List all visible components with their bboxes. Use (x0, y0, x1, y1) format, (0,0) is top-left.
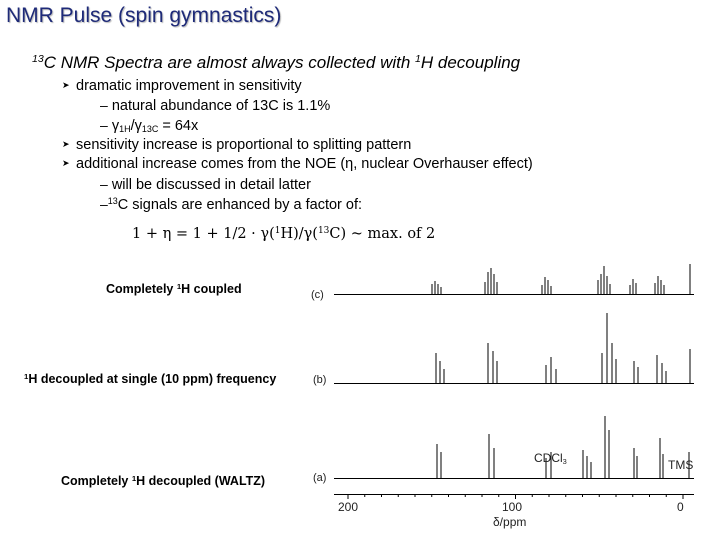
c13-superscript: 13 (107, 196, 118, 207)
equation-lhs: 1 + η = 1 + 1/2 · γ( (132, 226, 275, 242)
heading-text: NMR Spectra are almost always collected … (56, 53, 416, 72)
sub-bullet-detail: – will be discussed in detail latter (100, 176, 311, 193)
tms-label: TMS (668, 458, 694, 472)
bullet-splitting: ➤ sensitivity increase is proportional to… (62, 137, 411, 153)
equation-sup-13: 13 (317, 226, 330, 237)
dash-bullet-icon: – (100, 117, 108, 133)
heading-c-superscript: 13 (32, 53, 44, 66)
cdcl3-text: CDCl (534, 451, 563, 465)
label-completely-coupled: Completely 1H coupled (106, 282, 242, 296)
label-post: H decoupled at single (10 ppm) frequency (28, 372, 277, 386)
dash-bullet-icon: – (100, 196, 108, 212)
bullet-noe: ➤ additional increase comes from the NOE … (62, 156, 533, 172)
label-post: H decoupled (WALTZ) (136, 474, 266, 488)
bullet-sensitivity: ➤ dramatic improvement in sensitivity (62, 78, 302, 94)
heading-tail: H decoupling (420, 53, 521, 72)
label-single-frequency: 1H decoupled at single (10 ppm) frequenc… (24, 372, 276, 386)
arrow-bullet-icon: ➤ (62, 139, 70, 149)
bullet-text: sensitivity increase is proportional to … (76, 137, 412, 153)
sub-bullet-text: C signals are enhanced by a factor of: (117, 197, 363, 213)
trace-c (334, 264, 694, 295)
label-post: H coupled (181, 282, 242, 296)
ratio-value: = 64x (158, 118, 199, 134)
trace-a-label: (a) (313, 472, 327, 484)
sub-bullet-text: will be discussed in detail latter (111, 177, 311, 193)
arrow-bullet-icon: ➤ (62, 80, 70, 90)
axis-label-ppm: δ/ppm (493, 515, 527, 529)
sub-bullet-text: natural abundance of 13C is 1.1% (111, 98, 331, 114)
label-pre: Completely (61, 474, 132, 488)
tick-label-100: 100 (502, 500, 523, 514)
dash-bullet-icon: – (100, 176, 108, 192)
heading-nucleus: C (43, 53, 56, 72)
label-pre: Completely (106, 282, 177, 296)
trace-a (334, 416, 694, 479)
trace-b (334, 313, 694, 384)
cdcl3-label: CDCl3 (534, 451, 567, 465)
sub-bullet-gamma-ratio: – γ1H/γ13C = 64x (100, 117, 198, 134)
arrow-bullet-icon: ➤ (62, 158, 70, 168)
equation-mid: H)/γ( (280, 226, 318, 242)
trace-b-label: (b) (313, 374, 327, 386)
cdcl3-subscript: 3 (562, 456, 567, 466)
sub-bullet-abundance: – natural abundance of 13C is 1.1% (100, 97, 330, 114)
noe-equation: 1 + η = 1 + 1/2 · γ(1H)/γ(13C) ~ max. of… (132, 226, 435, 242)
trace-c-label: (c) (311, 289, 324, 301)
tick-label-0: 0 (677, 500, 684, 514)
label-sup: 1 (131, 473, 137, 483)
label-sup: 1 (176, 281, 182, 291)
slide-title: NMR Pulse (spin gymnastics) (6, 4, 282, 27)
bullet-text: dramatic improvement in sensitivity (76, 78, 302, 94)
bullet-text: additional increase comes from the NOE (… (76, 156, 533, 172)
label-sup: 1 (24, 371, 29, 381)
equation-sup-1: 1 (274, 226, 281, 237)
sub-bullet-enhanced: –13C signals are enhanced by a factor of… (100, 196, 362, 213)
gamma-symbol: γ (111, 118, 120, 134)
label-waltz-decoupled: Completely 1H decoupled (WALTZ) (61, 474, 265, 488)
dash-bullet-icon: – (100, 97, 108, 113)
gamma-subscript-13c: 13C (141, 124, 159, 135)
ratio-slash: / (130, 118, 135, 134)
tick-label-200: 200 (338, 500, 359, 514)
main-heading: 13C NMR Spectra are almost always collec… (32, 53, 520, 73)
equation-tail: C) ~ max. of 2 (329, 226, 436, 242)
gamma-subscript-1h: 1H (119, 124, 131, 135)
gamma-symbol: γ (134, 118, 142, 134)
ppm-axis (334, 494, 694, 499)
heading-h-superscript: 1 (415, 53, 421, 66)
